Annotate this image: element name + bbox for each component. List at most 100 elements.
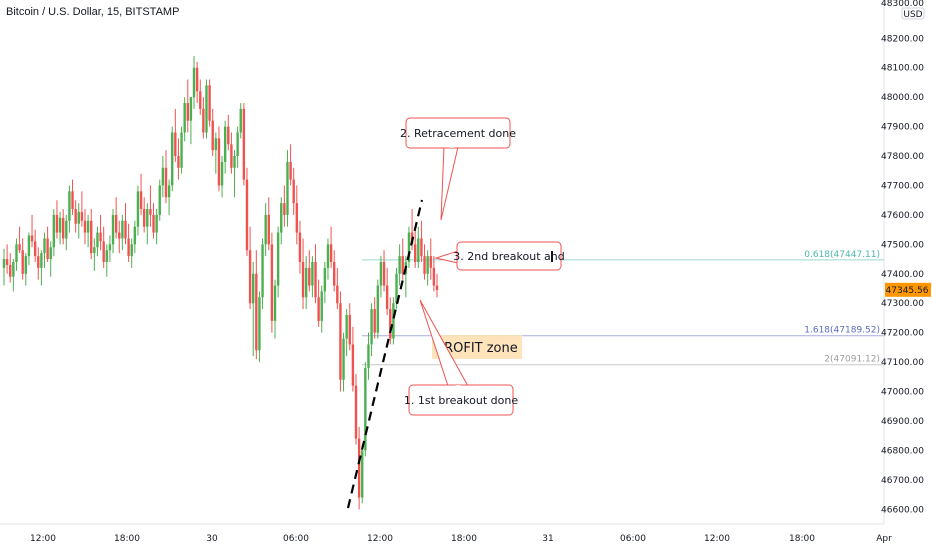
candle[interactable] xyxy=(121,214,124,251)
candle[interactable] xyxy=(118,220,121,254)
candle[interactable] xyxy=(308,250,311,292)
candle[interactable] xyxy=(136,185,140,236)
candle[interactable] xyxy=(339,291,342,392)
candle[interactable] xyxy=(49,241,52,277)
candle[interactable] xyxy=(270,232,274,333)
candle[interactable] xyxy=(80,191,84,227)
candle[interactable] xyxy=(245,167,249,257)
candle[interactable] xyxy=(105,244,108,277)
candle[interactable] xyxy=(114,197,118,239)
candle[interactable] xyxy=(273,279,277,339)
candle[interactable] xyxy=(90,209,93,260)
candle[interactable] xyxy=(233,150,236,198)
candle[interactable] xyxy=(252,262,255,357)
candle[interactable] xyxy=(164,150,168,204)
candle[interactable] xyxy=(426,250,429,286)
candle[interactable] xyxy=(40,250,43,286)
currency-badge[interactable] xyxy=(901,7,925,20)
candle[interactable] xyxy=(329,226,333,268)
candle[interactable] xyxy=(283,185,286,227)
candle[interactable] xyxy=(183,97,186,142)
candle[interactable] xyxy=(367,332,370,380)
candle[interactable] xyxy=(192,55,196,109)
candle[interactable] xyxy=(15,238,18,271)
candle[interactable] xyxy=(357,426,361,510)
candle[interactable] xyxy=(333,250,336,292)
candle[interactable] xyxy=(30,214,34,248)
candle[interactable] xyxy=(208,79,211,127)
candle[interactable] xyxy=(304,256,308,310)
candle[interactable] xyxy=(379,256,383,298)
candle[interactable] xyxy=(373,297,376,339)
current-price-badge[interactable] xyxy=(885,282,931,297)
candle[interactable] xyxy=(236,126,239,168)
candle[interactable] xyxy=(146,203,149,245)
candle[interactable] xyxy=(5,244,9,274)
candle[interactable] xyxy=(205,79,208,139)
candle[interactable] xyxy=(420,220,423,262)
candle[interactable] xyxy=(289,144,292,186)
candle[interactable] xyxy=(407,226,411,268)
candle[interactable] xyxy=(320,285,323,333)
candle[interactable] xyxy=(264,203,267,257)
candle[interactable] xyxy=(364,362,367,457)
candle[interactable] xyxy=(345,309,348,357)
candle[interactable] xyxy=(9,253,12,283)
candle[interactable] xyxy=(301,238,305,310)
candle[interactable] xyxy=(326,238,330,280)
candle[interactable] xyxy=(99,214,102,251)
candle[interactable] xyxy=(186,79,189,133)
candle[interactable] xyxy=(77,203,80,239)
candle[interactable] xyxy=(385,267,389,315)
candle[interactable] xyxy=(242,103,246,186)
candle[interactable] xyxy=(342,332,345,392)
candle[interactable] xyxy=(401,238,404,280)
candle[interactable] xyxy=(286,150,289,227)
candle[interactable] xyxy=(255,250,258,360)
candle[interactable] xyxy=(158,179,161,221)
candle[interactable] xyxy=(43,232,46,268)
candle[interactable] xyxy=(258,291,261,363)
candle[interactable] xyxy=(404,256,408,298)
price-axis[interactable]: 48200.00 48100.00 48000.00 47900.00 47800.00… xyxy=(881,0,932,550)
candle[interactable] xyxy=(71,179,74,215)
candle[interactable] xyxy=(83,209,87,245)
candle[interactable] xyxy=(413,226,417,268)
candle[interactable] xyxy=(298,220,302,274)
candle[interactable] xyxy=(323,262,327,304)
candle[interactable] xyxy=(12,259,15,292)
callouts[interactable]: 2. Retracement done 3. 2nd breakout and 1.… xyxy=(400,117,565,416)
candle[interactable] xyxy=(230,132,233,174)
candle[interactable] xyxy=(58,211,62,245)
candle[interactable] xyxy=(189,97,193,145)
candle[interactable] xyxy=(389,297,392,345)
candle[interactable] xyxy=(46,226,49,262)
candle[interactable] xyxy=(139,173,143,215)
candle[interactable] xyxy=(61,209,65,245)
candle[interactable] xyxy=(317,279,320,327)
candle[interactable] xyxy=(361,444,364,504)
candle[interactable] xyxy=(211,108,214,157)
candle[interactable] xyxy=(2,248,6,286)
candle[interactable] xyxy=(127,223,130,262)
candle[interactable] xyxy=(74,200,77,233)
candle[interactable] xyxy=(392,297,395,345)
candle[interactable] xyxy=(429,238,432,280)
callout-second-breakout[interactable]: 3. 2nd breakout and xyxy=(434,241,565,271)
candle[interactable] xyxy=(248,226,252,310)
candle[interactable] xyxy=(65,214,68,251)
candle[interactable] xyxy=(292,167,295,215)
candle[interactable] xyxy=(152,203,155,239)
candle[interactable] xyxy=(202,97,205,139)
candle[interactable] xyxy=(102,226,105,268)
candle[interactable] xyxy=(161,156,165,198)
candle[interactable] xyxy=(130,238,133,268)
candle[interactable] xyxy=(133,220,137,254)
candle[interactable] xyxy=(93,238,96,271)
candle[interactable] xyxy=(86,214,90,248)
candle[interactable] xyxy=(68,185,71,233)
candle[interactable] xyxy=(111,209,115,254)
candle[interactable] xyxy=(174,108,177,162)
candle[interactable] xyxy=(311,256,314,298)
